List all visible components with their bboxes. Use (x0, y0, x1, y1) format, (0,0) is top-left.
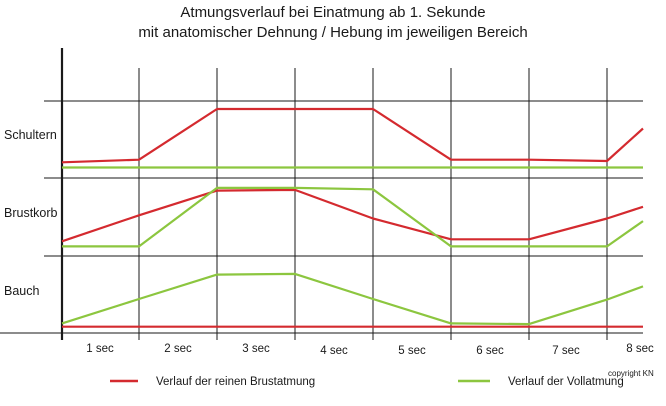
legend: Verlauf der reinen Brustatmung Verlauf de… (110, 376, 624, 388)
x-tick-label: 7 sec (552, 345, 580, 357)
chart-grid (0, 48, 643, 340)
legend-label: Verlauf der Vollatmung (508, 376, 624, 388)
green-series-line-bauch (61, 272, 644, 326)
row-label-bauch: Bauch (4, 284, 39, 298)
x-tick-label: 6 sec (476, 345, 504, 357)
red-series-line-brustkorb (61, 188, 644, 243)
row-label-brustkorb: Brustkorb (4, 206, 58, 220)
row-label-schultern: Schultern (4, 128, 57, 142)
copyright-text: copyright KN (608, 369, 654, 378)
x-tick-labels: 1 sec 2 sec 3 sec 4 sec 5 sec 6 sec 7 sec 8 sec (86, 343, 654, 357)
x-tick-label: 2 sec (164, 343, 192, 355)
chart-title: Atmungsverlauf bei Einatmung ab 1. Sekun… (0, 3, 666, 43)
green-series-line-brustkorb (62, 186, 644, 248)
x-tick-label: 8 sec (626, 343, 654, 355)
row-labels: Schultern Brustkorb Bauch (4, 128, 58, 298)
x-tick-label: 5 sec (398, 345, 426, 357)
x-tick-label: 1 sec (86, 343, 114, 355)
series-lines (61, 107, 644, 328)
x-tick-label: 4 sec (320, 345, 348, 357)
chart-title-line-2: mit anatomischer Dehnung / Hebung im jew… (138, 24, 528, 41)
chart-title-line-1: Atmungsverlauf bei Einatmung ab 1. Sekun… (180, 4, 486, 21)
x-tick-label: 3 sec (242, 343, 270, 355)
legend-label: Verlauf der reinen Brustatmung (156, 376, 315, 388)
red-series-line-schultern (61, 107, 644, 164)
